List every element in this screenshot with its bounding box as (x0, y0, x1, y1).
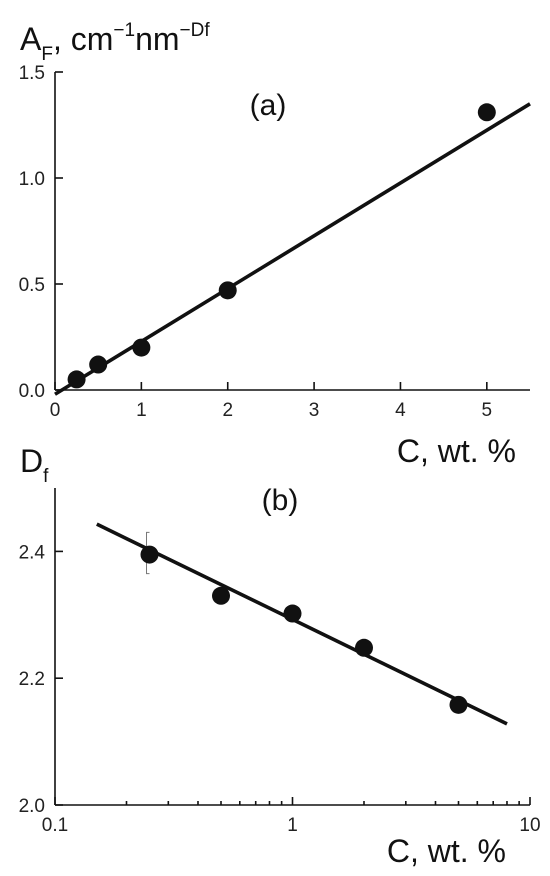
x-tick-label-a: 4 (395, 400, 406, 421)
data-point-a (67, 370, 86, 389)
x-tick-label-a: 5 (482, 400, 493, 421)
x-tick-label-a: 3 (309, 400, 320, 421)
y-tick-label-a: 0.5 (19, 275, 45, 296)
data-point-b (140, 545, 159, 564)
y-title-sup2: −Df (180, 20, 211, 41)
y-title-sub: f (43, 466, 49, 487)
data-point-a (89, 355, 108, 374)
y-title-sup1: −1 (113, 20, 135, 41)
fit-line-b (96, 522, 508, 726)
x-tick-label-a: 1 (136, 400, 147, 421)
x-tick-label-a: 0 (50, 400, 61, 421)
x-tick-label-b: 10 (519, 815, 540, 836)
data-point-a (477, 103, 496, 122)
y-axis-title-a: AF, cm−1nm−Df (20, 20, 210, 65)
y-tick-label-b: 2.4 (19, 542, 46, 563)
panel-a: 0 1 2 3 4 5 0.0 0.5 1.0 1.5 (a) C, wt. % AF, cm−1nm−… (19, 20, 531, 469)
y-title-main: D (20, 443, 43, 479)
panel-label-a: (a) (250, 89, 287, 122)
y-axis-title-b: Df (20, 443, 49, 487)
data-point-a (132, 338, 151, 357)
data-point-b (283, 604, 302, 623)
data-point-b (212, 586, 231, 605)
y-title-rest: , cm (53, 21, 113, 57)
y-tick-label-b: 2.0 (19, 796, 45, 817)
fit-line-a (54, 102, 531, 396)
data-point-b (449, 695, 468, 714)
panel-b: 0.1 1 10 2.0 2.2 2.4 (b) C, wt. % Df (19, 443, 541, 869)
y-tick-label-a: 0.0 (19, 381, 45, 402)
x-axis-title-a: C, wt. % (397, 433, 516, 469)
y-title-main: A (20, 21, 42, 57)
x-tick-label-b: 1 (287, 815, 298, 836)
y-tick-label-a: 1.0 (19, 169, 45, 190)
y-title-sub: F (41, 44, 53, 65)
x-axis-title-b: C, wt. % (387, 833, 506, 869)
data-point-a (218, 281, 237, 300)
y-tick-label-a: 1.5 (19, 63, 45, 84)
data-point-b (354, 638, 373, 657)
x-tick-label-b: 0.1 (42, 815, 68, 836)
y-title-mid: nm (135, 21, 179, 57)
y-tick-label-b: 2.2 (19, 669, 45, 690)
panel-label-b: (b) (262, 484, 299, 517)
x-tick-label-a: 2 (222, 400, 233, 421)
